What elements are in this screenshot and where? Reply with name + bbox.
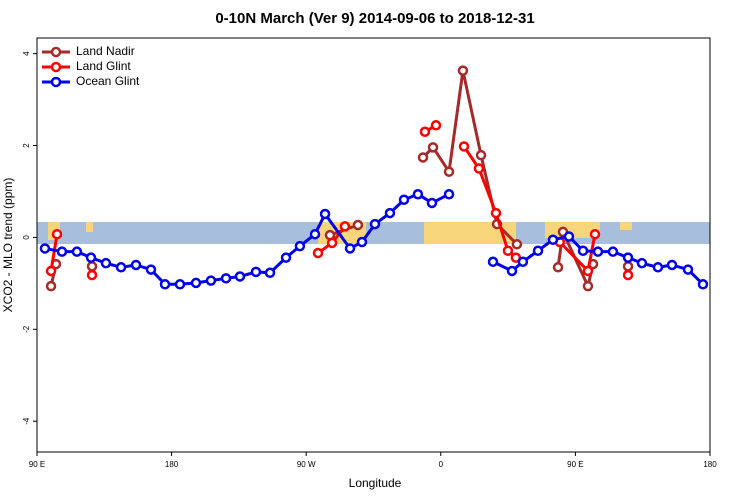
point [622, 269, 634, 281]
point [532, 245, 544, 256]
point [344, 243, 356, 254]
point [86, 269, 98, 281]
y-tick-label: -4 [22, 417, 31, 425]
x-tick-label: 0 [439, 460, 444, 469]
point [234, 271, 246, 282]
point [145, 264, 157, 275]
point [264, 267, 276, 279]
x-tick-label: 180 [703, 460, 717, 469]
point [475, 149, 487, 161]
point [487, 256, 499, 268]
point [250, 266, 262, 278]
chart-title: 0-10N March (Ver 9) 2014-09-06 to 2018-1… [215, 10, 534, 27]
x-axis-label: Longitude [349, 476, 402, 490]
point [682, 264, 694, 275]
point [419, 126, 431, 137]
point [309, 228, 321, 240]
point [326, 237, 338, 249]
point [384, 207, 396, 219]
point [563, 231, 575, 242]
point [589, 228, 601, 240]
point [45, 265, 57, 277]
legend-label: Ocean Glint [76, 74, 140, 88]
point [666, 259, 678, 271]
point [592, 246, 604, 257]
point [190, 277, 202, 289]
legend-label: Land Nadir [76, 44, 135, 58]
point [577, 245, 589, 256]
legend-marker [50, 61, 62, 73]
x-tick-label: 90 W [297, 460, 316, 469]
point [443, 188, 455, 200]
point [490, 207, 502, 219]
point [511, 239, 523, 250]
point [582, 280, 594, 292]
plot-frame [36, 37, 711, 453]
point [339, 221, 351, 232]
point [517, 256, 529, 268]
y-axis-label: XCO2 - MLO trend (ppm) [1, 178, 15, 313]
point [457, 65, 469, 76]
legend-marker [50, 46, 62, 58]
point [607, 246, 619, 257]
legend-label: Land Glint [76, 59, 131, 73]
point [51, 228, 63, 240]
y-tick-label: 2 [22, 143, 31, 148]
point [547, 234, 559, 245]
point [582, 265, 594, 277]
point [280, 252, 292, 263]
point [39, 243, 51, 254]
point [398, 194, 410, 205]
point [312, 247, 324, 259]
point [85, 252, 97, 263]
point [652, 262, 664, 273]
x-tick-label: 90 E [29, 460, 45, 469]
point [502, 245, 514, 256]
point [458, 141, 470, 152]
point [319, 208, 331, 220]
point [50, 258, 62, 270]
point [356, 236, 368, 248]
point [56, 246, 68, 257]
point [294, 240, 306, 252]
point [622, 252, 634, 263]
point [622, 261, 634, 272]
point [130, 259, 142, 271]
point [443, 166, 455, 177]
point [86, 261, 98, 272]
point [205, 275, 217, 286]
point [352, 219, 364, 231]
point [636, 257, 648, 269]
point [506, 265, 518, 277]
point [430, 120, 442, 131]
point [417, 152, 429, 163]
point [473, 163, 485, 174]
point [159, 279, 171, 290]
point [115, 262, 127, 273]
y-tick-label: -2 [22, 325, 31, 333]
point [427, 142, 439, 153]
point [174, 279, 186, 290]
point [71, 246, 83, 257]
legend-marker [50, 76, 62, 88]
point [45, 280, 57, 292]
x-tick-label: 90 E [567, 460, 583, 469]
point [426, 197, 438, 209]
x-tick-label: 180 [165, 460, 179, 469]
y-tick-label: 0 [22, 235, 31, 240]
y-tick-label: 4 [22, 51, 31, 56]
point [552, 262, 564, 273]
point [697, 279, 709, 290]
point [412, 188, 424, 200]
point [100, 257, 112, 269]
point [369, 218, 381, 230]
point [220, 273, 232, 284]
